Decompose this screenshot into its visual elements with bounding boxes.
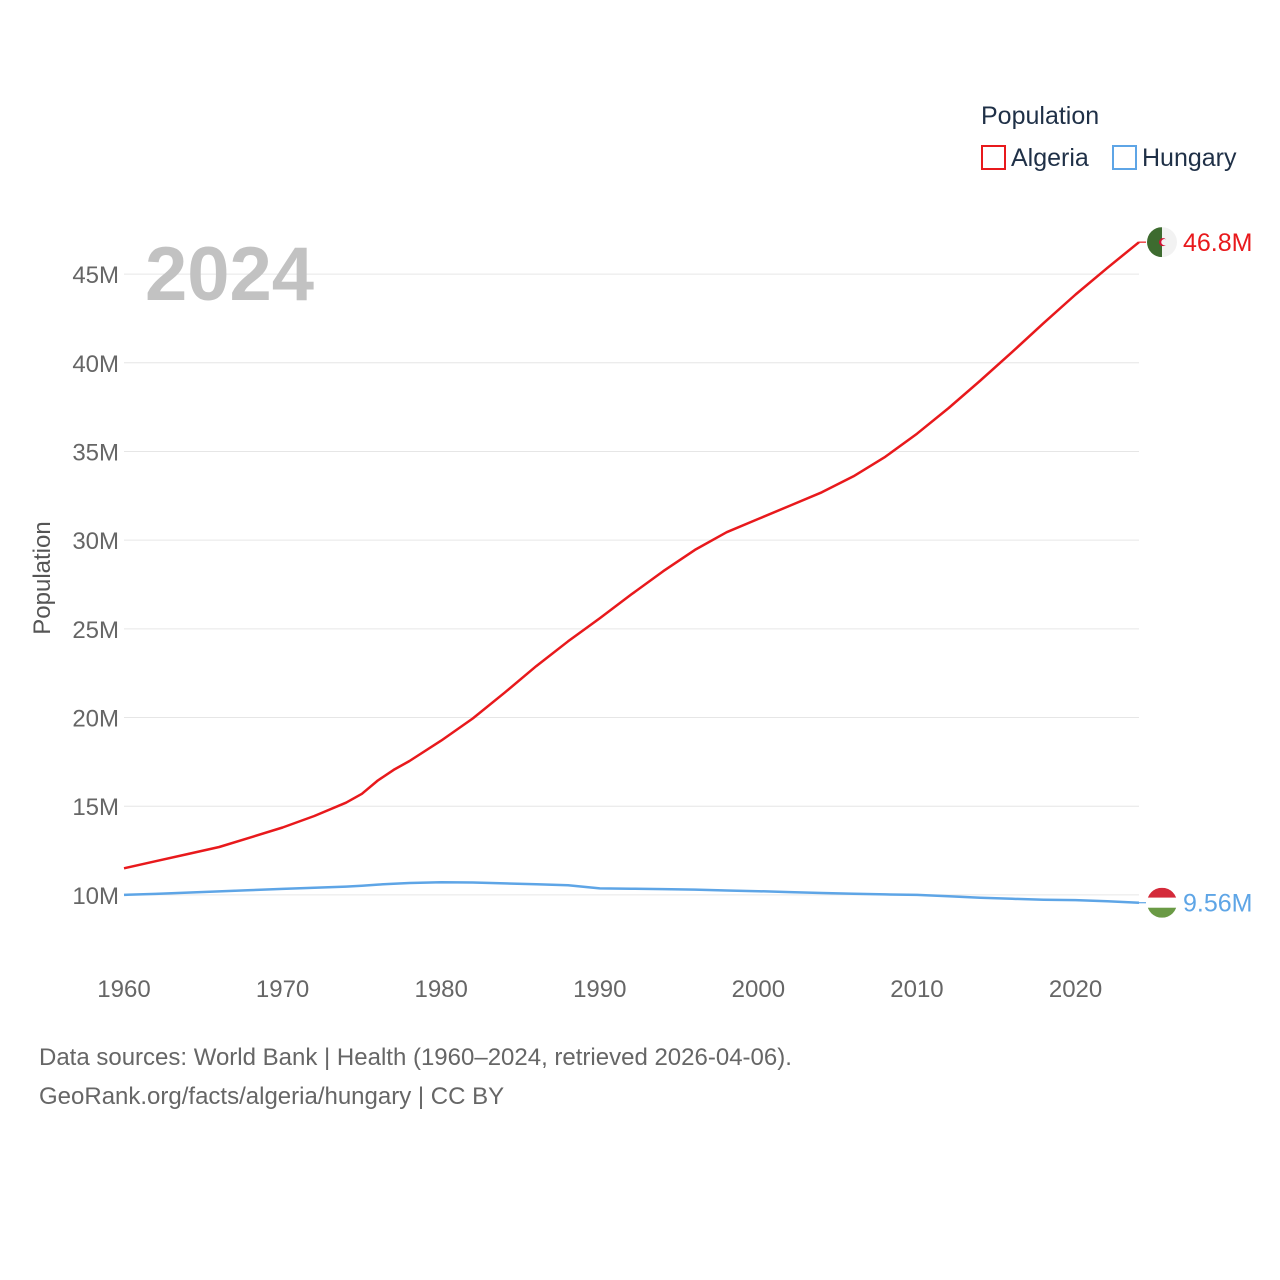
x-tick-label: 1960	[97, 976, 150, 1003]
end-label-algeria: 46.8M	[1183, 229, 1252, 257]
hungary-flag-icon	[1147, 887, 1177, 918]
series-line-hungary[interactable]	[123, 881, 1140, 904]
year-label: 2024	[145, 232, 314, 317]
y-tick-label: 40M	[72, 351, 119, 378]
x-tick-label: 1980	[414, 976, 467, 1003]
series-line-algeria[interactable]	[123, 241, 1140, 870]
x-tick-label: 2000	[732, 976, 785, 1003]
x-tick-label: 2010	[890, 976, 943, 1003]
y-axis-label: Population	[29, 521, 56, 634]
y-tick-label: 10M	[72, 883, 119, 910]
y-tick-label: 20M	[72, 706, 119, 733]
legend-label-algeria[interactable]: Algeria	[1011, 144, 1089, 172]
legend-label-hungary[interactable]: Hungary	[1142, 144, 1237, 172]
legend-swatch-algeria[interactable]	[981, 145, 1006, 170]
x-axis-ticks: 1960 1970 1980 1990 2000 2010 2020	[97, 976, 1102, 1003]
y-tick-label: 45M	[72, 262, 119, 289]
y-tick-label: 15M	[72, 794, 119, 821]
x-tick-label: 1970	[256, 976, 309, 1003]
y-axis-ticks: 10M 15M 20M 25M 30M 35M 40M 45M	[72, 262, 119, 910]
end-label-hungary: 9.56M	[1183, 890, 1252, 918]
legend-title: Population	[981, 102, 1099, 130]
footer-sources: Data sources: World Bank | Health (1960–…	[39, 1044, 792, 1071]
algeria-flag-icon	[1147, 227, 1177, 258]
footer-credit: GeoRank.org/facts/algeria/hungary | CC B…	[39, 1083, 505, 1110]
legend-swatch-hungary[interactable]	[1112, 145, 1137, 170]
x-tick-label: 2020	[1049, 976, 1102, 1003]
series-lines	[123, 241, 1140, 904]
gridlines	[124, 273, 1139, 896]
y-tick-label: 35M	[72, 439, 119, 466]
x-tick-label: 1990	[573, 976, 626, 1003]
y-tick-label: 30M	[72, 528, 119, 555]
end-markers: 46.8M 9.56M	[1139, 227, 1252, 918]
y-tick-label: 25M	[72, 617, 119, 644]
legend[interactable]: Population Algeria Hungary	[981, 102, 1237, 172]
